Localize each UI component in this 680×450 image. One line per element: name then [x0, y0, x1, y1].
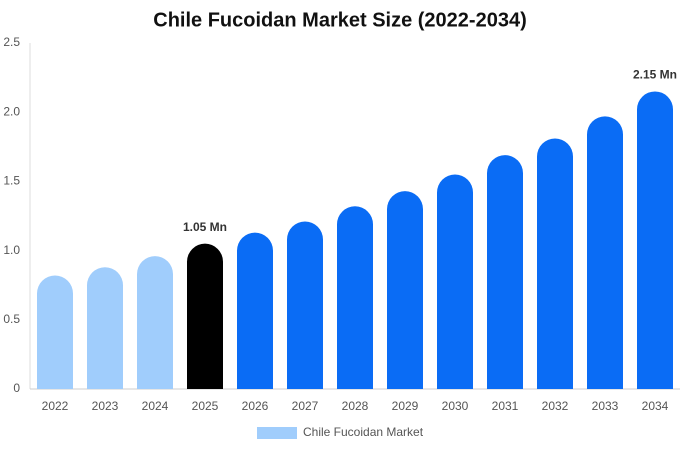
value-label: 2.15 Mn: [633, 68, 677, 82]
x-tick-label: 2027: [292, 399, 319, 413]
x-tick-label: 2028: [342, 399, 369, 413]
bar: [337, 206, 373, 389]
y-tick-label: 0: [13, 381, 20, 395]
legend-label: Chile Fucoidan Market: [303, 425, 424, 439]
bar: [87, 267, 123, 389]
chart-title: Chile Fucoidan Market Size (2022-2034): [153, 9, 526, 31]
y-tick-label: 0.5: [3, 312, 20, 326]
bar: [637, 91, 673, 390]
bar: [387, 191, 423, 389]
x-tick-label: 2030: [442, 399, 469, 413]
bar: [187, 243, 223, 389]
x-tick-label: 2029: [392, 399, 419, 413]
x-tick-label: 2025: [192, 399, 219, 413]
x-tick-label: 2033: [592, 399, 619, 413]
y-tick-label: 1.0: [3, 243, 20, 257]
legend-swatch: [257, 427, 297, 439]
bar: [237, 232, 273, 389]
y-tick-label: 2.5: [3, 35, 20, 49]
y-tick-label: 2.0: [3, 104, 20, 118]
x-tick-label: 2031: [492, 399, 519, 413]
bar: [487, 155, 523, 389]
bar: [587, 116, 623, 390]
x-tick-label: 2022: [42, 399, 69, 413]
value-label: 1.05 Mn: [183, 220, 227, 234]
y-tick-label: 1.5: [3, 174, 20, 188]
bar: [137, 256, 173, 389]
bar: [537, 138, 573, 389]
bar: [287, 221, 323, 389]
x-tick-label: 2023: [92, 399, 119, 413]
x-tick-label: 2034: [642, 399, 669, 413]
bar: [37, 275, 73, 389]
bar: [437, 174, 473, 389]
x-tick-label: 2026: [242, 399, 269, 413]
x-tick-label: 2024: [142, 399, 169, 413]
x-tick-label: 2032: [542, 399, 569, 413]
